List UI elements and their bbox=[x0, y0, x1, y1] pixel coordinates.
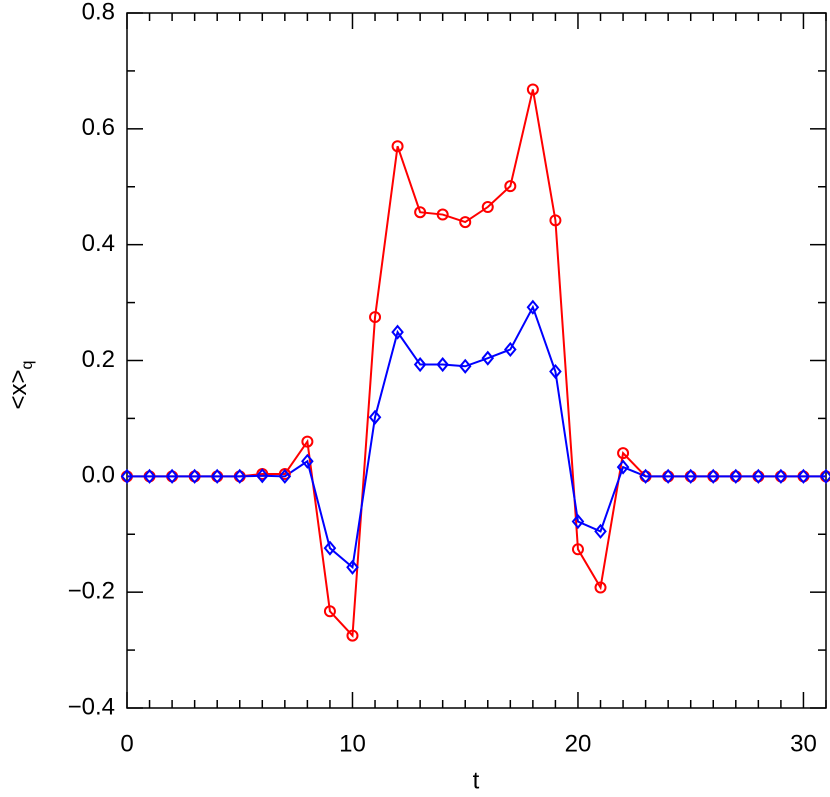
marker bbox=[571, 543, 584, 556]
marker bbox=[391, 140, 404, 153]
marker bbox=[233, 468, 247, 484]
y-tick-label: −0.4 bbox=[68, 693, 115, 720]
marker bbox=[414, 206, 427, 219]
x-tick-label: 30 bbox=[790, 730, 817, 757]
marker bbox=[436, 208, 449, 221]
x-tick-label: 0 bbox=[120, 730, 133, 757]
marker bbox=[368, 409, 382, 425]
marker bbox=[188, 468, 201, 484]
marker bbox=[797, 468, 810, 484]
marker bbox=[278, 468, 292, 484]
plot-frame bbox=[126, 12, 827, 709]
marker bbox=[143, 468, 156, 484]
marker bbox=[346, 559, 359, 575]
marker bbox=[413, 356, 427, 373]
marker bbox=[549, 214, 562, 227]
y-tick-label: 0.8 bbox=[82, 0, 115, 25]
marker bbox=[706, 468, 720, 484]
marker bbox=[504, 180, 517, 193]
marker bbox=[571, 513, 585, 530]
x-tick-label: 20 bbox=[565, 730, 592, 757]
marker bbox=[684, 468, 698, 484]
y-tick-label: 0.2 bbox=[82, 346, 115, 373]
marker bbox=[481, 201, 494, 214]
marker bbox=[617, 447, 630, 460]
marker bbox=[255, 468, 269, 484]
marker bbox=[774, 468, 788, 484]
marker bbox=[481, 350, 495, 366]
marker bbox=[458, 358, 472, 374]
marker bbox=[369, 311, 382, 324]
marker bbox=[729, 468, 743, 484]
marker bbox=[391, 324, 404, 340]
marker bbox=[616, 459, 630, 475]
marker bbox=[301, 453, 314, 469]
marker bbox=[549, 363, 562, 380]
y-axis-label-main: <x> bbox=[5, 369, 32, 409]
marker bbox=[459, 216, 472, 229]
y-tick-label: 0.0 bbox=[82, 462, 115, 489]
marker bbox=[436, 356, 449, 373]
marker bbox=[526, 299, 540, 315]
marker bbox=[301, 435, 314, 448]
marker bbox=[323, 540, 337, 556]
marker bbox=[594, 581, 607, 594]
marker bbox=[210, 468, 224, 484]
marker bbox=[752, 468, 765, 484]
marker bbox=[594, 523, 607, 539]
y-tick-label: −0.2 bbox=[68, 578, 115, 605]
marker bbox=[661, 468, 675, 484]
y-axis-label: <x>q bbox=[5, 361, 36, 410]
y-tick-label: 0.4 bbox=[82, 230, 115, 257]
y-tick-label: 0.6 bbox=[82, 114, 115, 141]
series-line bbox=[127, 304, 826, 570]
marker bbox=[165, 468, 179, 484]
marker bbox=[120, 468, 134, 484]
marker bbox=[323, 605, 336, 618]
marker bbox=[346, 629, 359, 642]
marker bbox=[819, 468, 830, 484]
marker bbox=[639, 468, 652, 484]
y-axis-label-sub: q bbox=[19, 361, 36, 370]
marker bbox=[504, 341, 517, 358]
x-axis-label: t bbox=[473, 767, 480, 794]
x-tick-label: 10 bbox=[339, 730, 366, 757]
marker bbox=[526, 83, 539, 96]
